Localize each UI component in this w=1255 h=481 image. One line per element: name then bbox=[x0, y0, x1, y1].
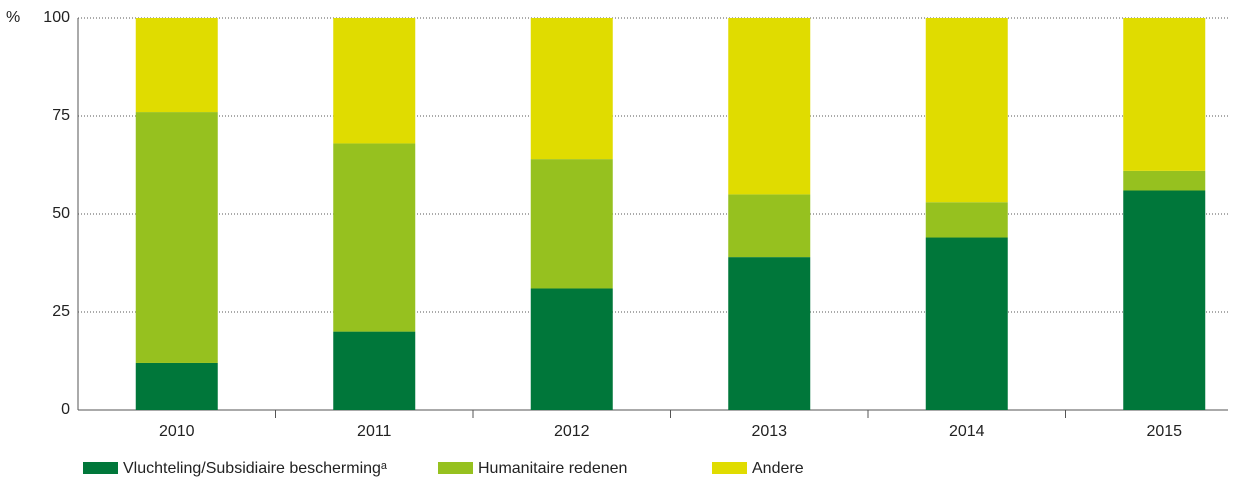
bar-segment bbox=[925, 202, 1008, 238]
x-tick-label: 2015 bbox=[1146, 423, 1182, 440]
bar-segment bbox=[1123, 190, 1206, 410]
y-tick-label: 50 bbox=[52, 205, 70, 222]
bar-segment bbox=[135, 112, 218, 363]
y-axis-label: % bbox=[6, 9, 20, 26]
bar-segment bbox=[728, 194, 811, 258]
bar-segment bbox=[530, 18, 613, 160]
x-tick-label: 2014 bbox=[949, 423, 985, 440]
y-tick-label: 75 bbox=[52, 107, 70, 124]
bar-segment bbox=[135, 18, 218, 113]
bar-segment bbox=[333, 143, 416, 332]
bar-segment bbox=[1123, 170, 1206, 191]
y-tick-label: 0 bbox=[61, 401, 70, 418]
bar-segment bbox=[1123, 18, 1206, 171]
x-tick-label: 2012 bbox=[554, 423, 590, 440]
x-tick-label: 2013 bbox=[751, 423, 787, 440]
bar-segment bbox=[728, 18, 811, 195]
y-tick-label: 100 bbox=[43, 9, 70, 26]
bar-segment bbox=[530, 159, 613, 289]
bar-segment bbox=[333, 18, 416, 144]
legend-swatch bbox=[712, 462, 747, 474]
legend-swatch bbox=[438, 462, 473, 474]
legend-label: Vluchteling/Subsidiaire beschermingᵃ bbox=[123, 460, 388, 477]
legend-swatch bbox=[83, 462, 118, 474]
x-tick-label: 2010 bbox=[159, 423, 195, 440]
legend-label: Humanitaire redenen bbox=[478, 460, 627, 477]
bar-segment bbox=[925, 237, 1008, 410]
bar-segment bbox=[333, 331, 416, 410]
legend-label: Andere bbox=[752, 460, 804, 477]
x-tick-label: 2011 bbox=[357, 423, 392, 440]
bar-segment bbox=[135, 362, 218, 410]
bar-segment bbox=[925, 18, 1008, 203]
bar-segment bbox=[530, 288, 613, 410]
bar-segment bbox=[728, 257, 811, 410]
y-tick-label: 25 bbox=[52, 303, 70, 320]
